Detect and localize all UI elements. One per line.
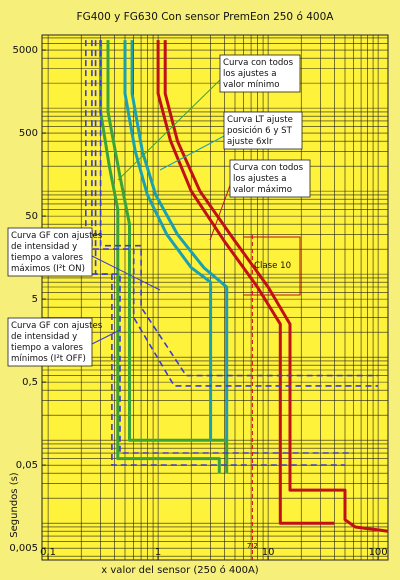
curve	[123, 40, 213, 441]
annotation-text: Curva con todos	[233, 163, 304, 173]
annotation-text: tiempo a valores	[11, 343, 83, 353]
reference-label: 7,2	[247, 542, 258, 550]
curve	[156, 40, 335, 525]
y-tick-label: 0,5	[22, 377, 38, 388]
leader	[89, 329, 121, 346]
curve	[130, 40, 229, 441]
curve	[94, 40, 354, 454]
annotation-text: los ajustes a	[223, 69, 277, 79]
y-axis-label: Segundos (s)	[9, 472, 20, 537]
x-tick-label: 0,1	[40, 547, 56, 558]
annotation-text: valor mínimo	[223, 80, 280, 90]
annotation-box	[7, 227, 93, 277]
annotation-text: máximos (I²t ON)	[11, 264, 85, 274]
annotation-text: posición 6 y ST	[227, 125, 293, 136]
class-box	[243, 236, 301, 296]
annotation-text: de intensidad y	[11, 332, 77, 342]
y-tick-label: 0,05	[16, 460, 38, 471]
leader	[89, 254, 161, 291]
y-tick-label: 0,005	[9, 543, 38, 554]
curve	[163, 40, 389, 533]
annotation-text: tiempo a valores	[11, 253, 83, 263]
x-tick-label: 1	[155, 547, 161, 558]
y-tick-label: 5	[32, 294, 38, 305]
x-axis-label: x valor del sensor (250 ó 400A)	[101, 564, 258, 576]
y-tick-label: 500	[19, 128, 38, 139]
leader	[117, 77, 223, 181]
annotation-text: Curva GF con ajustes	[11, 321, 103, 331]
annotation-text: Curva con todos	[223, 58, 294, 68]
curve	[91, 40, 379, 387]
annotation-box	[7, 317, 93, 367]
annotation-box	[223, 111, 303, 150]
annotation-text: Curva LT ajuste	[227, 115, 293, 125]
leader	[159, 134, 227, 171]
annotation-text: los ajustes a	[233, 174, 287, 184]
curve	[99, 40, 379, 377]
annotation-text: valor máximo	[233, 185, 292, 195]
y-tick-label: 5000	[13, 45, 38, 56]
chart-title: FG400 y FG630 Con sensor PremEon 250 ó 4…	[77, 11, 335, 23]
x-tick-label: 100	[369, 547, 388, 558]
plot-area	[41, 34, 389, 561]
annotation-text: de intensidad y	[11, 242, 77, 252]
annotation-text: Clase 10	[254, 261, 291, 271]
y-tick-label: 50	[25, 211, 38, 222]
annotation-text: Curva GF con ajustes	[11, 231, 103, 241]
x-tick-label: 10	[262, 547, 275, 558]
leader	[209, 179, 233, 241]
annotation-text: mínimos (I²t OFF)	[11, 354, 86, 364]
annotation-box	[219, 54, 301, 93]
annotation-box	[229, 159, 311, 198]
annotation-text: ajuste 6xIr	[227, 137, 273, 147]
